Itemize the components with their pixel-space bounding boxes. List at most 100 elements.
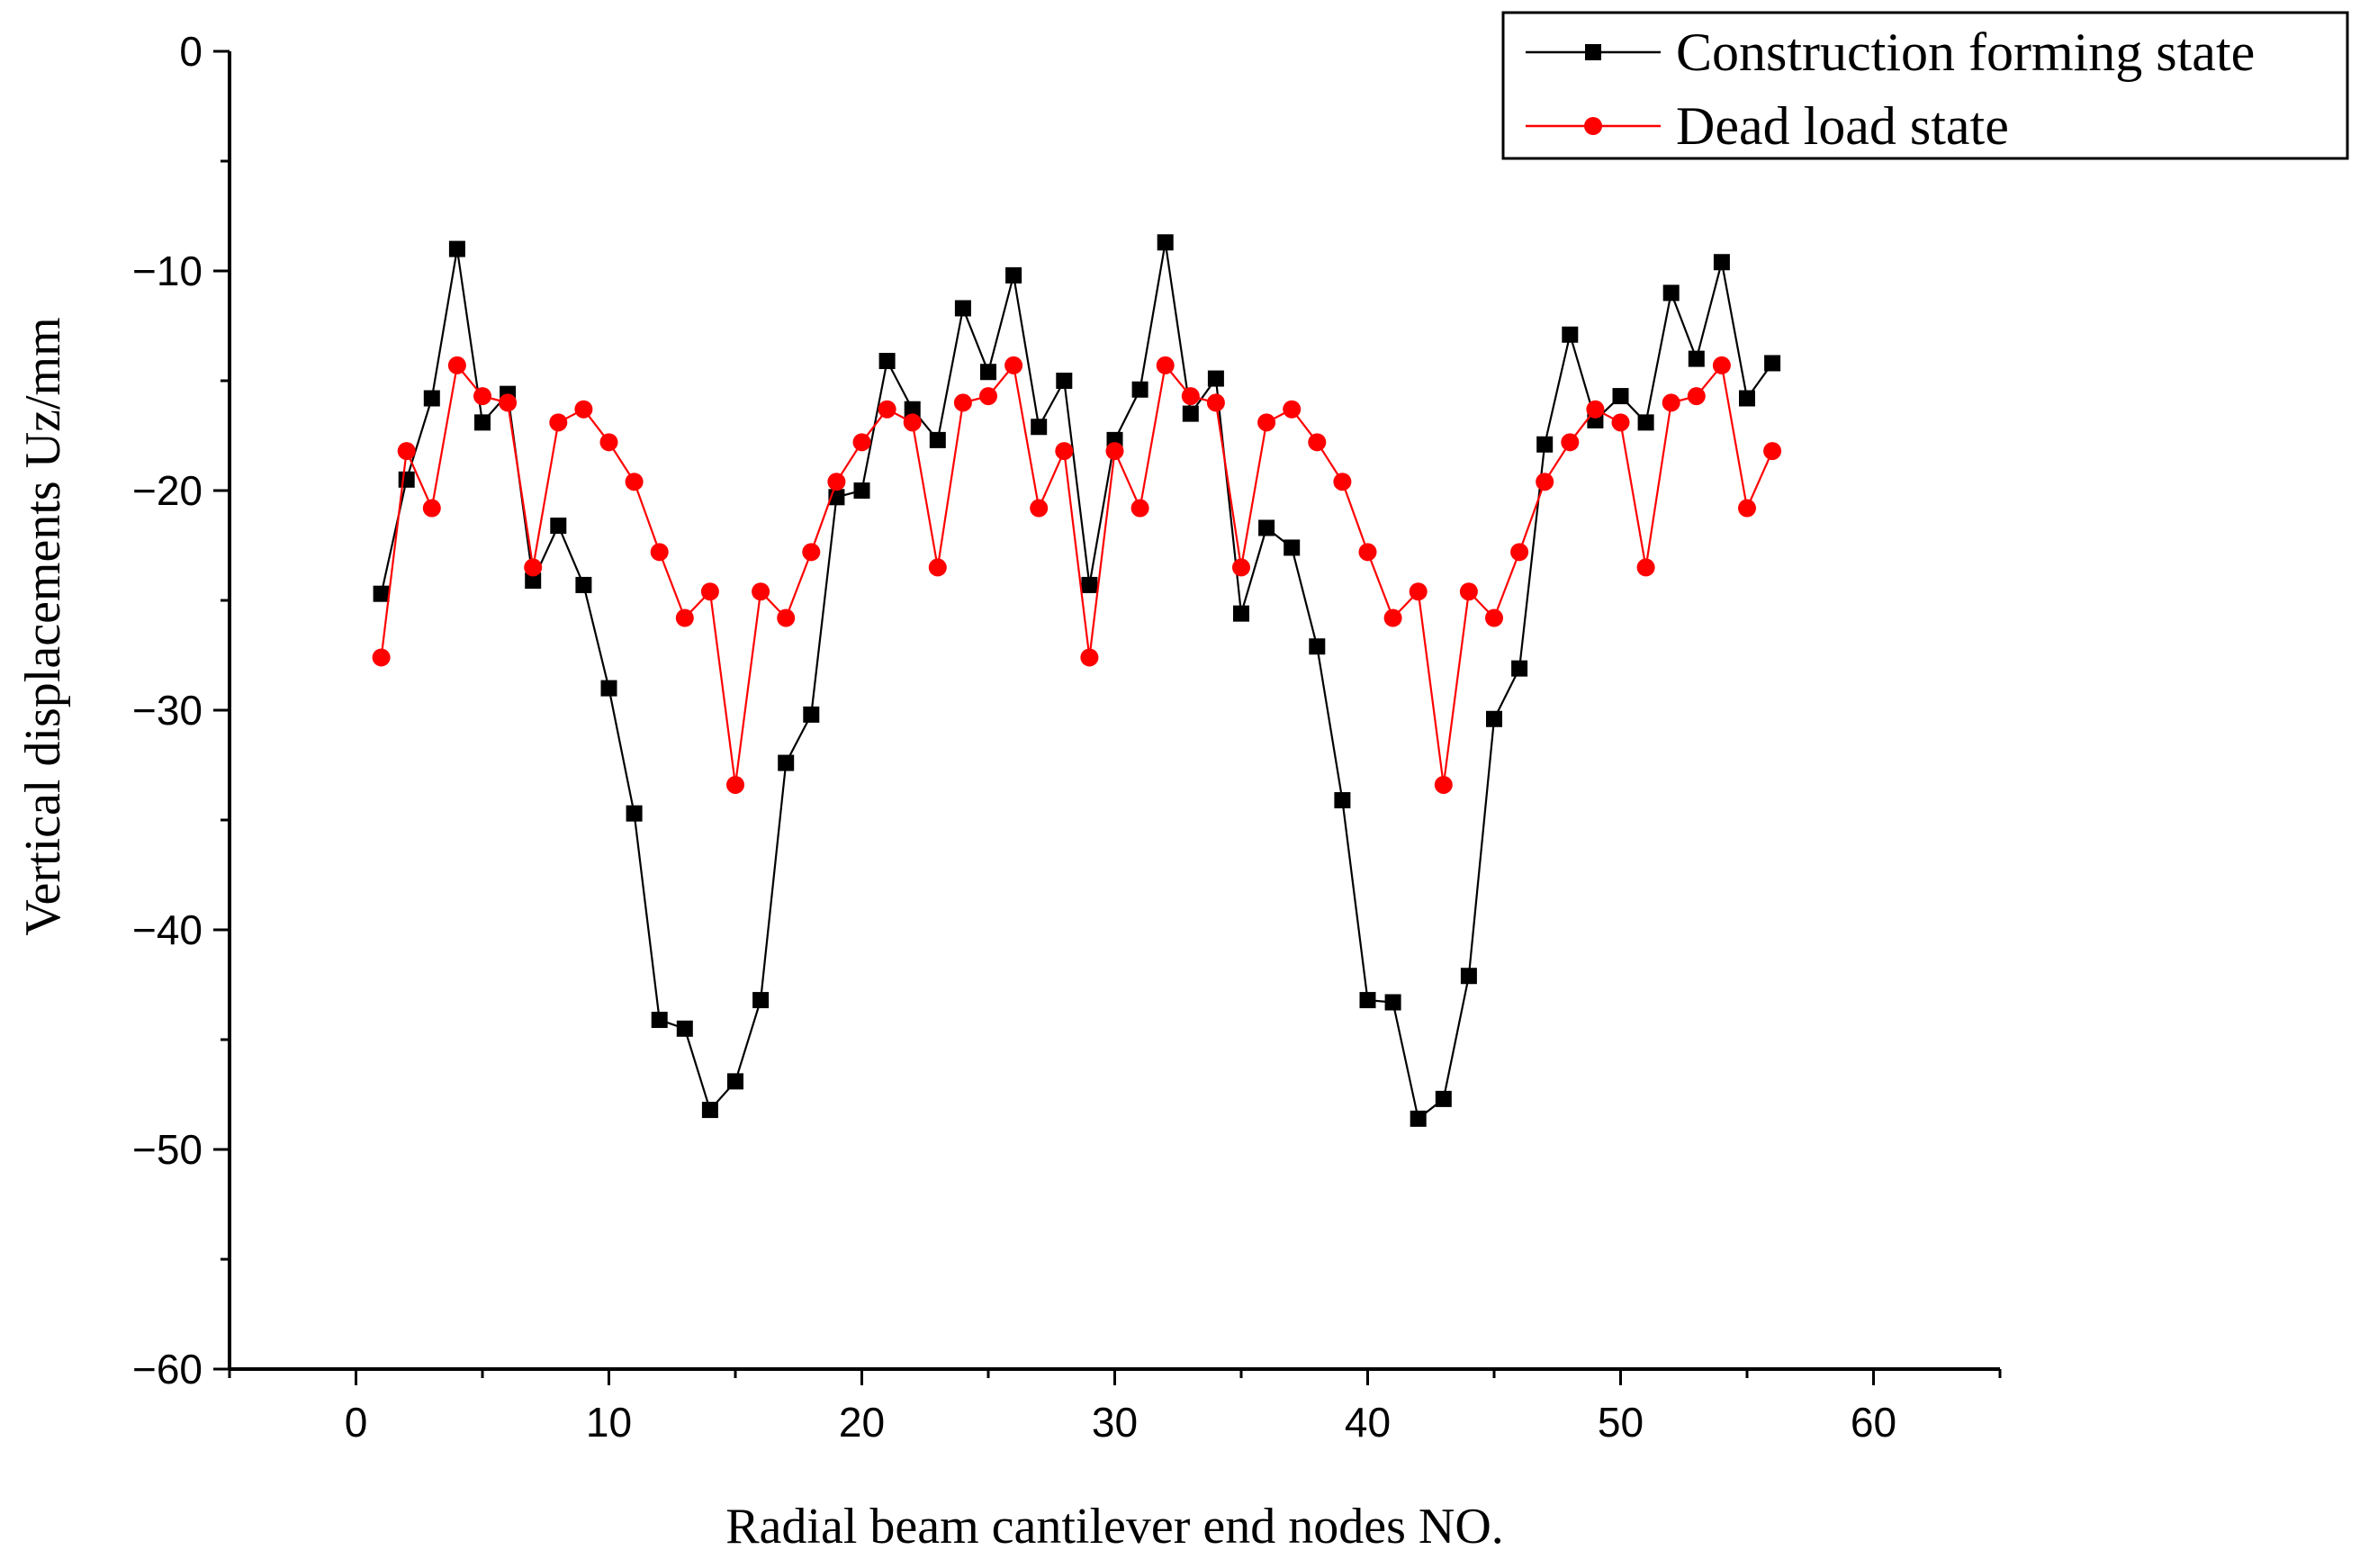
data-point-construction (626, 805, 643, 822)
data-point-construction (1764, 355, 1781, 372)
data-point-dead-load (1156, 356, 1175, 374)
series-layer (372, 234, 1782, 1127)
data-point-construction (1536, 436, 1554, 453)
data-point-dead-load (1409, 582, 1428, 601)
data-point-construction (423, 390, 440, 407)
data-point-construction (1637, 414, 1654, 431)
data-point-construction (701, 1102, 718, 1119)
data-point-construction (1713, 254, 1730, 271)
x-tick-label: 50 (1598, 1399, 1644, 1446)
legend-box (1501, 11, 2349, 160)
data-point-dead-load (903, 413, 922, 432)
data-point-construction (803, 706, 820, 723)
data-point-dead-load (852, 433, 871, 452)
data-point-construction (651, 1012, 668, 1029)
data-point-construction (1258, 519, 1275, 536)
series-line-construction (380, 242, 1773, 1121)
data-point-dead-load (1536, 473, 1554, 491)
data-point-construction (575, 576, 592, 593)
data-point-dead-load (752, 582, 770, 601)
data-point-construction (1384, 994, 1401, 1011)
data-point-construction (1662, 284, 1680, 302)
data-point-construction (1131, 381, 1148, 398)
data-point-dead-load (675, 608, 694, 627)
data-point-dead-load (1561, 433, 1580, 452)
data-point-dead-load (422, 499, 441, 518)
data-point-dead-load (397, 442, 416, 461)
data-point-dead-load (549, 413, 568, 432)
x-tick-label: 20 (839, 1399, 885, 1446)
data-point-dead-load (372, 648, 391, 667)
x-tick-label: 10 (586, 1399, 632, 1446)
data-point-dead-load (1611, 413, 1630, 432)
data-point-dead-load (1662, 393, 1680, 412)
y-axis-title: Vertical displacements Uz/mm (15, 317, 71, 935)
data-point-dead-load (1206, 393, 1225, 412)
legend-marker-dead-load (1584, 117, 1602, 135)
data-point-dead-load (802, 543, 821, 562)
data-point-dead-load (473, 387, 491, 406)
data-point-dead-load (1080, 648, 1099, 667)
data-point-dead-load (1383, 608, 1402, 627)
y-tick-label: 0 (179, 28, 203, 75)
data-point-construction (1284, 539, 1301, 556)
data-point-dead-load (1055, 442, 1074, 461)
y-ticks: 0 −10 −20 −30 −40 −50 −60 (132, 28, 230, 1392)
axes: 0 10 20 30 40 50 60 0 −10 −20 −30 −40 −50 −60 (132, 28, 2002, 1446)
y-tick-label: −50 (132, 1126, 203, 1173)
data-point-construction (1056, 373, 1073, 389)
data-point-dead-load (1712, 356, 1731, 374)
data-point-dead-load (1763, 442, 1782, 461)
data-point-dead-load (1459, 582, 1478, 601)
data-point-construction (398, 471, 415, 488)
data-point-dead-load (447, 356, 466, 374)
legend-marker-construction (1585, 44, 1601, 60)
data-point-dead-load (777, 608, 796, 627)
data-point-construction (1460, 968, 1477, 985)
data-point-dead-load (1738, 499, 1756, 518)
data-point-construction (727, 1073, 743, 1090)
data-point-construction (752, 992, 770, 1009)
data-point-construction (600, 680, 617, 697)
data-point-construction (1081, 576, 1098, 593)
data-point-construction (878, 353, 896, 370)
data-point-construction (1233, 605, 1249, 622)
data-point-dead-load (599, 433, 618, 452)
data-point-dead-load (1232, 558, 1250, 577)
data-point-construction (1182, 405, 1199, 422)
data-point-construction (474, 414, 491, 431)
data-point-dead-load (1687, 387, 1706, 406)
data-point-construction (904, 401, 921, 418)
data-point-dead-load (953, 393, 972, 412)
y-tick-label: −30 (132, 687, 203, 734)
data-point-dead-load (574, 400, 593, 419)
y-tick-label: −10 (132, 248, 203, 294)
data-point-construction (853, 482, 870, 499)
data-point-construction (525, 572, 542, 590)
data-point-construction (1207, 370, 1224, 387)
data-point-dead-load (1434, 775, 1453, 794)
x-tick-label: 30 (1092, 1399, 1138, 1446)
data-point-dead-load (650, 543, 669, 562)
data-point-dead-load (524, 558, 543, 577)
legend-label-construction: Construction forming state (1676, 23, 2255, 82)
data-point-construction (373, 585, 390, 602)
series-dead-load (372, 356, 1782, 794)
data-point-dead-load (878, 400, 896, 419)
data-point-dead-load (1308, 433, 1327, 452)
data-point-dead-load (1105, 442, 1124, 461)
data-point-dead-load (1004, 356, 1023, 374)
x-tick-label: 0 (345, 1399, 368, 1446)
data-point-dead-load (726, 775, 744, 794)
data-point-dead-load (1636, 558, 1655, 577)
data-point-dead-load (1257, 413, 1276, 432)
data-point-construction (676, 1020, 693, 1037)
data-point-dead-load (1586, 400, 1605, 419)
data-point-dead-load (1333, 473, 1352, 491)
data-point-construction (1612, 388, 1629, 405)
data-point-construction (1309, 638, 1326, 655)
data-point-dead-load (1510, 543, 1529, 562)
x-axis-title: Radial beam cantilever end nodes NO. (725, 1499, 1504, 1554)
y-tick-label: −40 (132, 906, 203, 953)
